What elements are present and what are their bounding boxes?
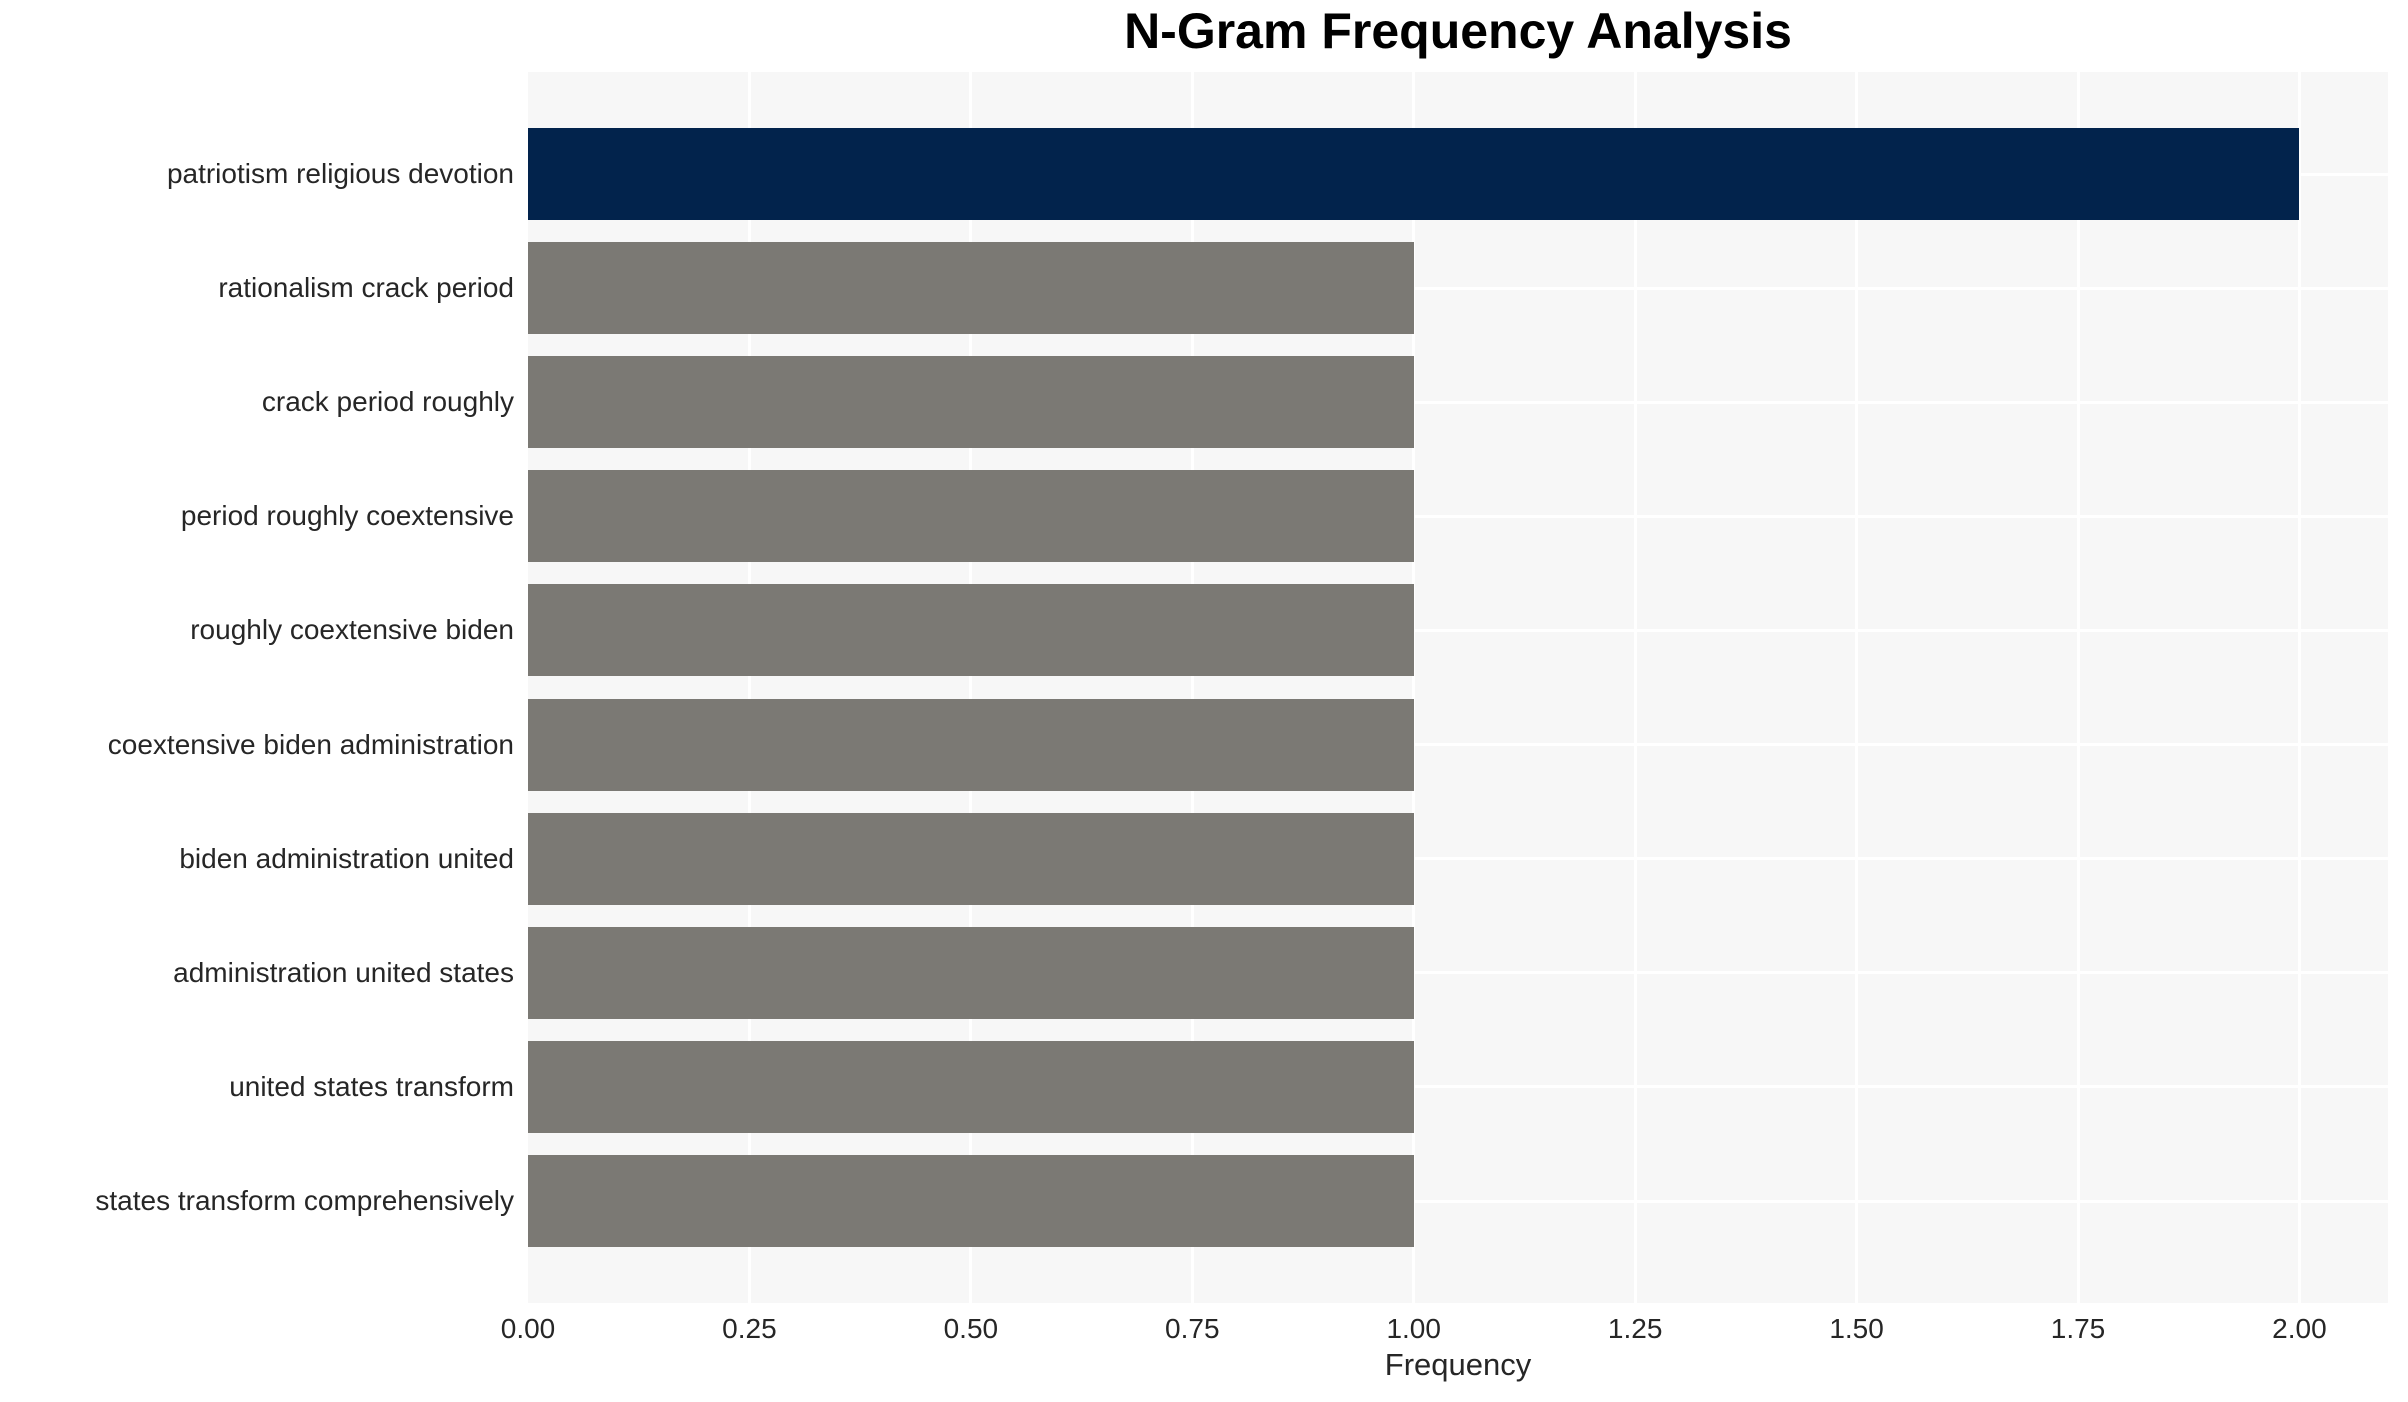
x-tick-label: 1.75 (2050, 1313, 2106, 1344)
gridline-horizontal (528, 1199, 2388, 1203)
y-tick-label: states transform comprehensively (95, 1185, 514, 1216)
y-tick-label: roughly coextensive biden (190, 614, 514, 646)
bar (528, 584, 1414, 677)
gridline-horizontal (528, 400, 2388, 404)
gridline-vertical (2297, 72, 2301, 1303)
y-tick-label: coextensive biden administration (107, 728, 514, 760)
x-tick-label: 0.25 (722, 1313, 777, 1344)
y-tick-label: administration united states (173, 956, 514, 988)
bar (528, 128, 2300, 220)
bar (528, 812, 1414, 905)
y-tick-label: patriotism religious devotion (166, 158, 514, 189)
plot-area (528, 72, 2388, 1303)
bar (528, 356, 1414, 449)
bar (528, 1040, 1414, 1133)
gridline-horizontal (528, 743, 2388, 747)
gridline-horizontal (528, 857, 2388, 861)
gridline-vertical (2076, 72, 2080, 1303)
x-tick-label: 0.50 (943, 1313, 999, 1344)
bar (528, 1155, 1414, 1247)
bar (528, 242, 1414, 335)
x-tick-label: 1.25 (1607, 1313, 1663, 1344)
gridline-horizontal (528, 1085, 2388, 1089)
y-tick-label: biden administration united (179, 842, 514, 874)
gridline-vertical (747, 72, 751, 1303)
x-tick-label: 1.50 (1829, 1313, 1884, 1344)
y-axis-labels: patriotism religious devotion rationalism… (0, 72, 514, 1303)
bar (528, 698, 1414, 791)
bar (528, 926, 1414, 1019)
x-axis-title: Frequency (1384, 1347, 1532, 1382)
x-tick-label: 2.00 (2272, 1313, 2327, 1344)
y-tick-label: period roughly coextensive (180, 500, 514, 532)
gridline-horizontal (528, 514, 2388, 518)
gridline-vertical (1855, 72, 1859, 1303)
y-tick-label: rationalism crack period (218, 272, 514, 304)
x-tick-label: 1.00 (1386, 1313, 1441, 1344)
gridline-vertical (1633, 72, 1637, 1303)
x-tick-label: 0.00 (500, 1313, 556, 1344)
gridline-vertical (969, 72, 973, 1303)
gridline-vertical (1190, 72, 1194, 1303)
gridline-horizontal (528, 971, 2388, 975)
y-tick-label: crack period roughly (261, 386, 514, 418)
gridline-vertical (1412, 72, 1416, 1303)
gridline-horizontal (528, 628, 2388, 632)
gridline-horizontal (528, 286, 2388, 290)
bar (528, 470, 1414, 563)
chart-title: N-Gram Frequency Analysis (1124, 3, 1792, 59)
x-axis-tick-labels: 0.00 0.25 0.50 0.75 1.00 1.25 1.50 1.75 2.00 (0, 1311, 2408, 1351)
y-tick-label: united states transform (229, 1070, 514, 1102)
x-tick-label: 0.75 (1165, 1313, 1220, 1344)
